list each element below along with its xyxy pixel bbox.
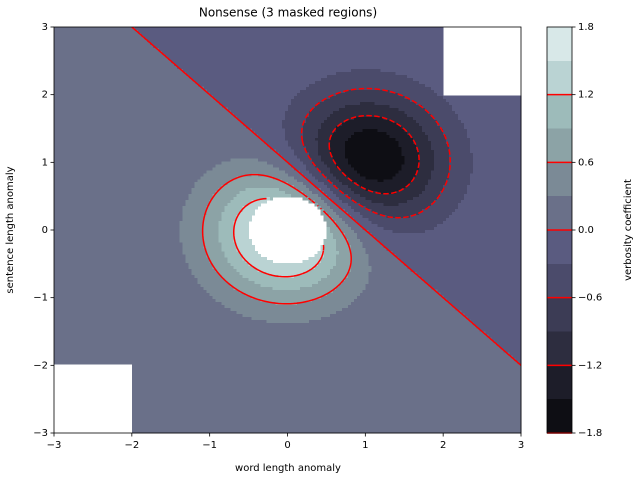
colorbar-band — [547, 297, 572, 332]
y-tick-label: −1 — [33, 293, 48, 304]
x-tick-label: 3 — [518, 440, 524, 451]
colorbar-band — [547, 60, 572, 95]
y-tick-label: 1 — [42, 157, 48, 168]
x-tick-label: 0 — [284, 440, 290, 451]
x-tick-label: 1 — [362, 440, 368, 451]
contour-line — [328, 114, 420, 195]
colorbar-label: verbosity coefficient — [623, 179, 634, 281]
colorbar-tick-label: −1.8 — [578, 428, 602, 439]
x-axis-label: word length anomaly — [235, 463, 341, 474]
contour-line — [300, 87, 451, 219]
colorbar-band — [547, 128, 572, 163]
contour-band — [302, 89, 450, 219]
y-tick-label: 0 — [42, 225, 48, 236]
colorbar-band — [547, 230, 572, 264]
contour-line — [131, 27, 521, 366]
contour-line — [201, 173, 352, 305]
colorbar-band — [547, 365, 572, 400]
colorbar-band — [547, 94, 572, 129]
colorbar-band — [547, 399, 572, 433]
colorbar-band — [547, 196, 572, 230]
colorbar-tick-label: −0.6 — [578, 293, 602, 304]
contour-band — [344, 128, 405, 183]
colorbar-band — [547, 27, 572, 61]
axes: −3 −2 −1 0 1 2 3 −3 −2 −1 0 1 2 3 — [33, 22, 524, 451]
contour-band — [314, 101, 435, 207]
colorbar-tick-label: 0.6 — [578, 157, 594, 168]
y-tick-label: 3 — [42, 22, 48, 33]
colorbar: −1.8 −1.2 −0.6 0.0 0.6 1.2 1.8 — [546, 22, 602, 439]
contour-band — [54, 27, 522, 434]
contour-band — [329, 116, 420, 195]
colorbar-band — [547, 263, 572, 298]
colorbar-tick-label: 1.8 — [578, 22, 594, 33]
contour-lines — [131, 27, 521, 366]
x-tick-label: 2 — [440, 440, 446, 451]
colorbar-tick-label: 0.0 — [578, 225, 594, 236]
colorbar-band — [547, 331, 572, 366]
colorbar-tick-label: 1.2 — [578, 90, 594, 101]
x-tick-label: −3 — [47, 440, 62, 451]
chart-title: Nonsense (3 masked regions) — [199, 6, 377, 20]
y-tick-label: −3 — [33, 428, 48, 439]
x-tick-label: −2 — [124, 440, 139, 451]
y-axis-label: sentence length anomaly — [5, 166, 16, 293]
contour-band — [233, 197, 324, 279]
contour-band — [134, 27, 522, 365]
colorbar-tick-label: −1.2 — [578, 360, 602, 371]
y-tick-label: 2 — [42, 90, 48, 101]
x-tick-label: −1 — [202, 440, 217, 451]
colorbar-band — [547, 162, 572, 197]
contour-line — [232, 197, 325, 278]
y-tick-label: −2 — [33, 360, 48, 371]
filled-contours — [54, 27, 522, 434]
